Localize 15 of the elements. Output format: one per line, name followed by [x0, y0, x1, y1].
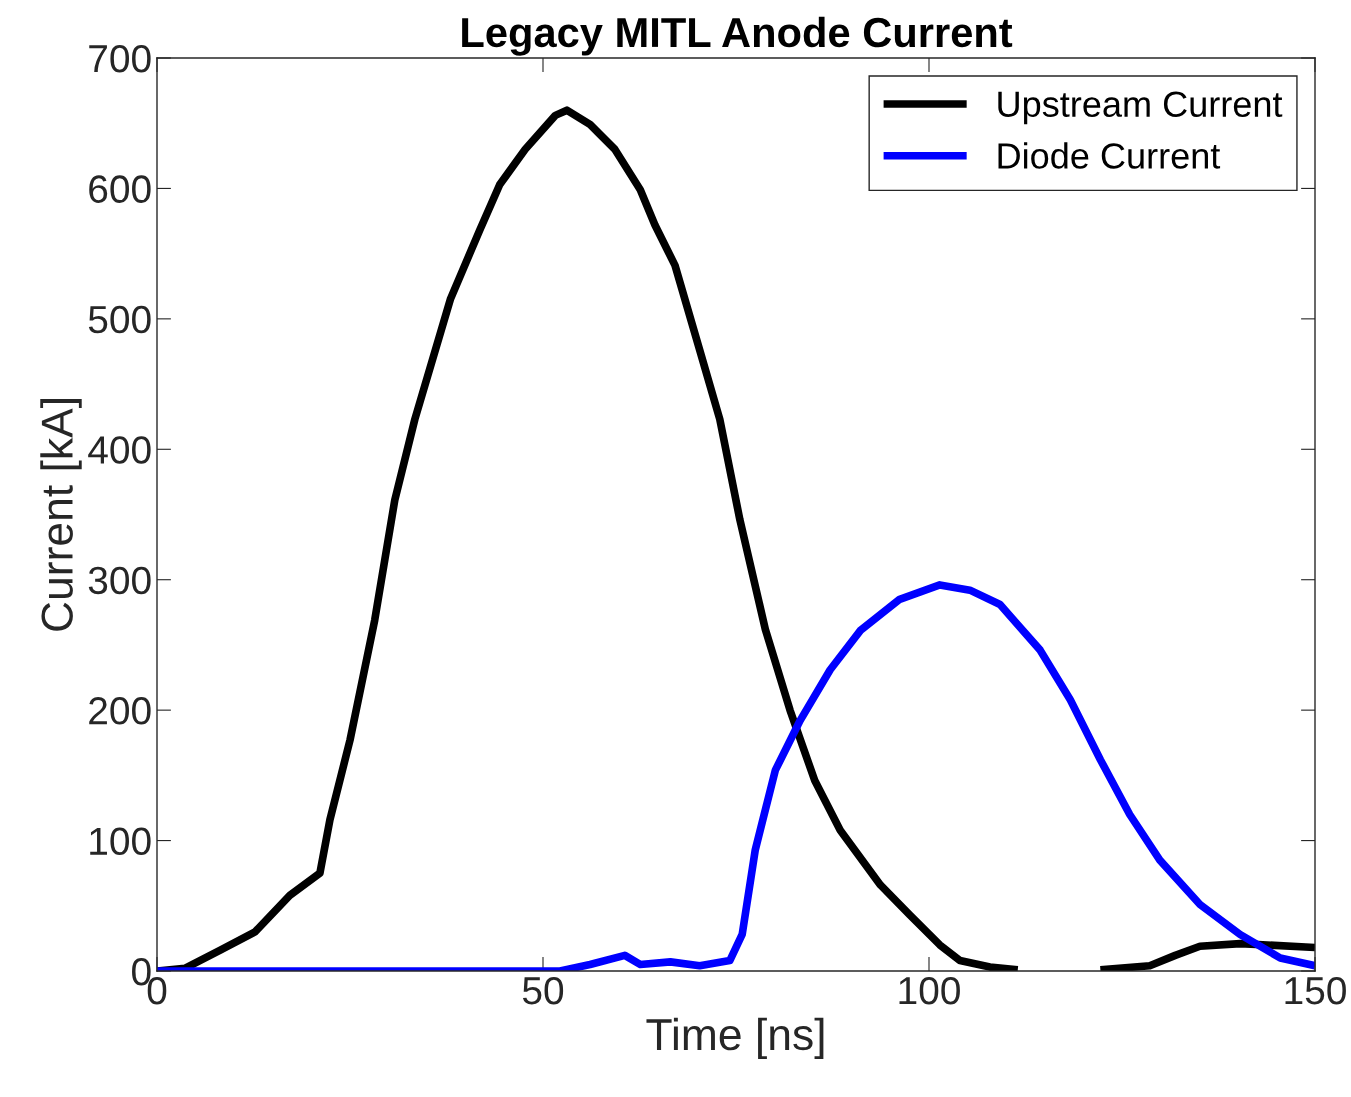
y-tick-label: 200: [89, 697, 151, 725]
x-tick-label: 150: [1285, 976, 1346, 1005]
y-tick-label: 600: [89, 175, 151, 203]
y-tick-label: 300: [88, 566, 151, 595]
x-tick-label: 50: [522, 976, 564, 1005]
x-axis-title: Time [ns]: [646, 1017, 824, 1060]
legend-label: Diode Current: [998, 142, 1221, 169]
legend-label: Upstream Current: [998, 91, 1283, 125]
y-tick-label: 400: [88, 436, 151, 464]
y-tick-label: 500: [88, 305, 151, 334]
y-tick-label: 100: [90, 827, 151, 856]
y-axis-title: Current [kA]: [40, 399, 82, 631]
chart-title: Legacy MITL Anode Current: [462, 16, 1013, 56]
y-tick-label: 700: [89, 44, 151, 73]
x-tick-label: 100: [899, 976, 960, 1005]
